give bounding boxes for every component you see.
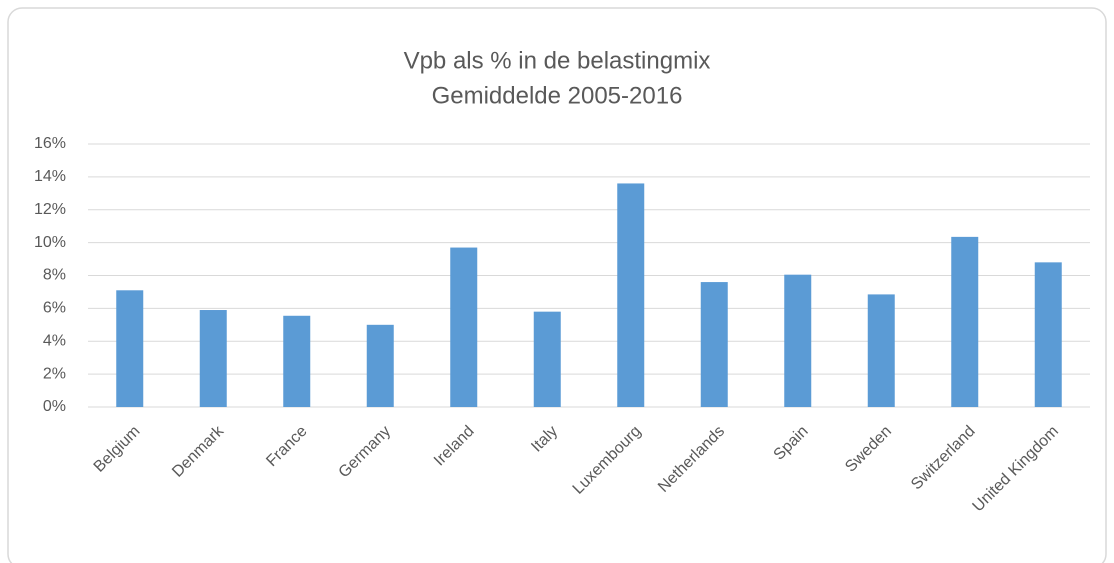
- y-tick-label: 4%: [43, 332, 66, 349]
- bar: [951, 236, 979, 407]
- bar: [116, 290, 144, 407]
- chart-border: [7, 7, 1107, 563]
- bar: [867, 294, 895, 407]
- bar: [366, 324, 394, 407]
- y-tick-label: 2%: [43, 365, 66, 382]
- y-tick-label: 8%: [43, 267, 66, 284]
- bar: [199, 310, 227, 407]
- y-tick-label: 6%: [43, 300, 66, 317]
- y-tick-label: 16%: [34, 135, 66, 152]
- y-tick-label: 14%: [34, 168, 66, 185]
- bar: [617, 183, 645, 407]
- y-tick-label: 10%: [34, 234, 66, 251]
- bar: [450, 247, 478, 407]
- bar: [283, 315, 311, 407]
- bar: [1034, 262, 1062, 407]
- bar: [700, 282, 728, 407]
- y-tick-label: 12%: [34, 201, 66, 218]
- y-tick-label: 0%: [43, 398, 66, 415]
- chart-title: Vpb als % in de belastingmix: [404, 47, 711, 74]
- bar: [533, 311, 561, 407]
- chart-subtitle: Gemiddelde 2005-2016: [432, 82, 683, 109]
- bar: [784, 274, 812, 407]
